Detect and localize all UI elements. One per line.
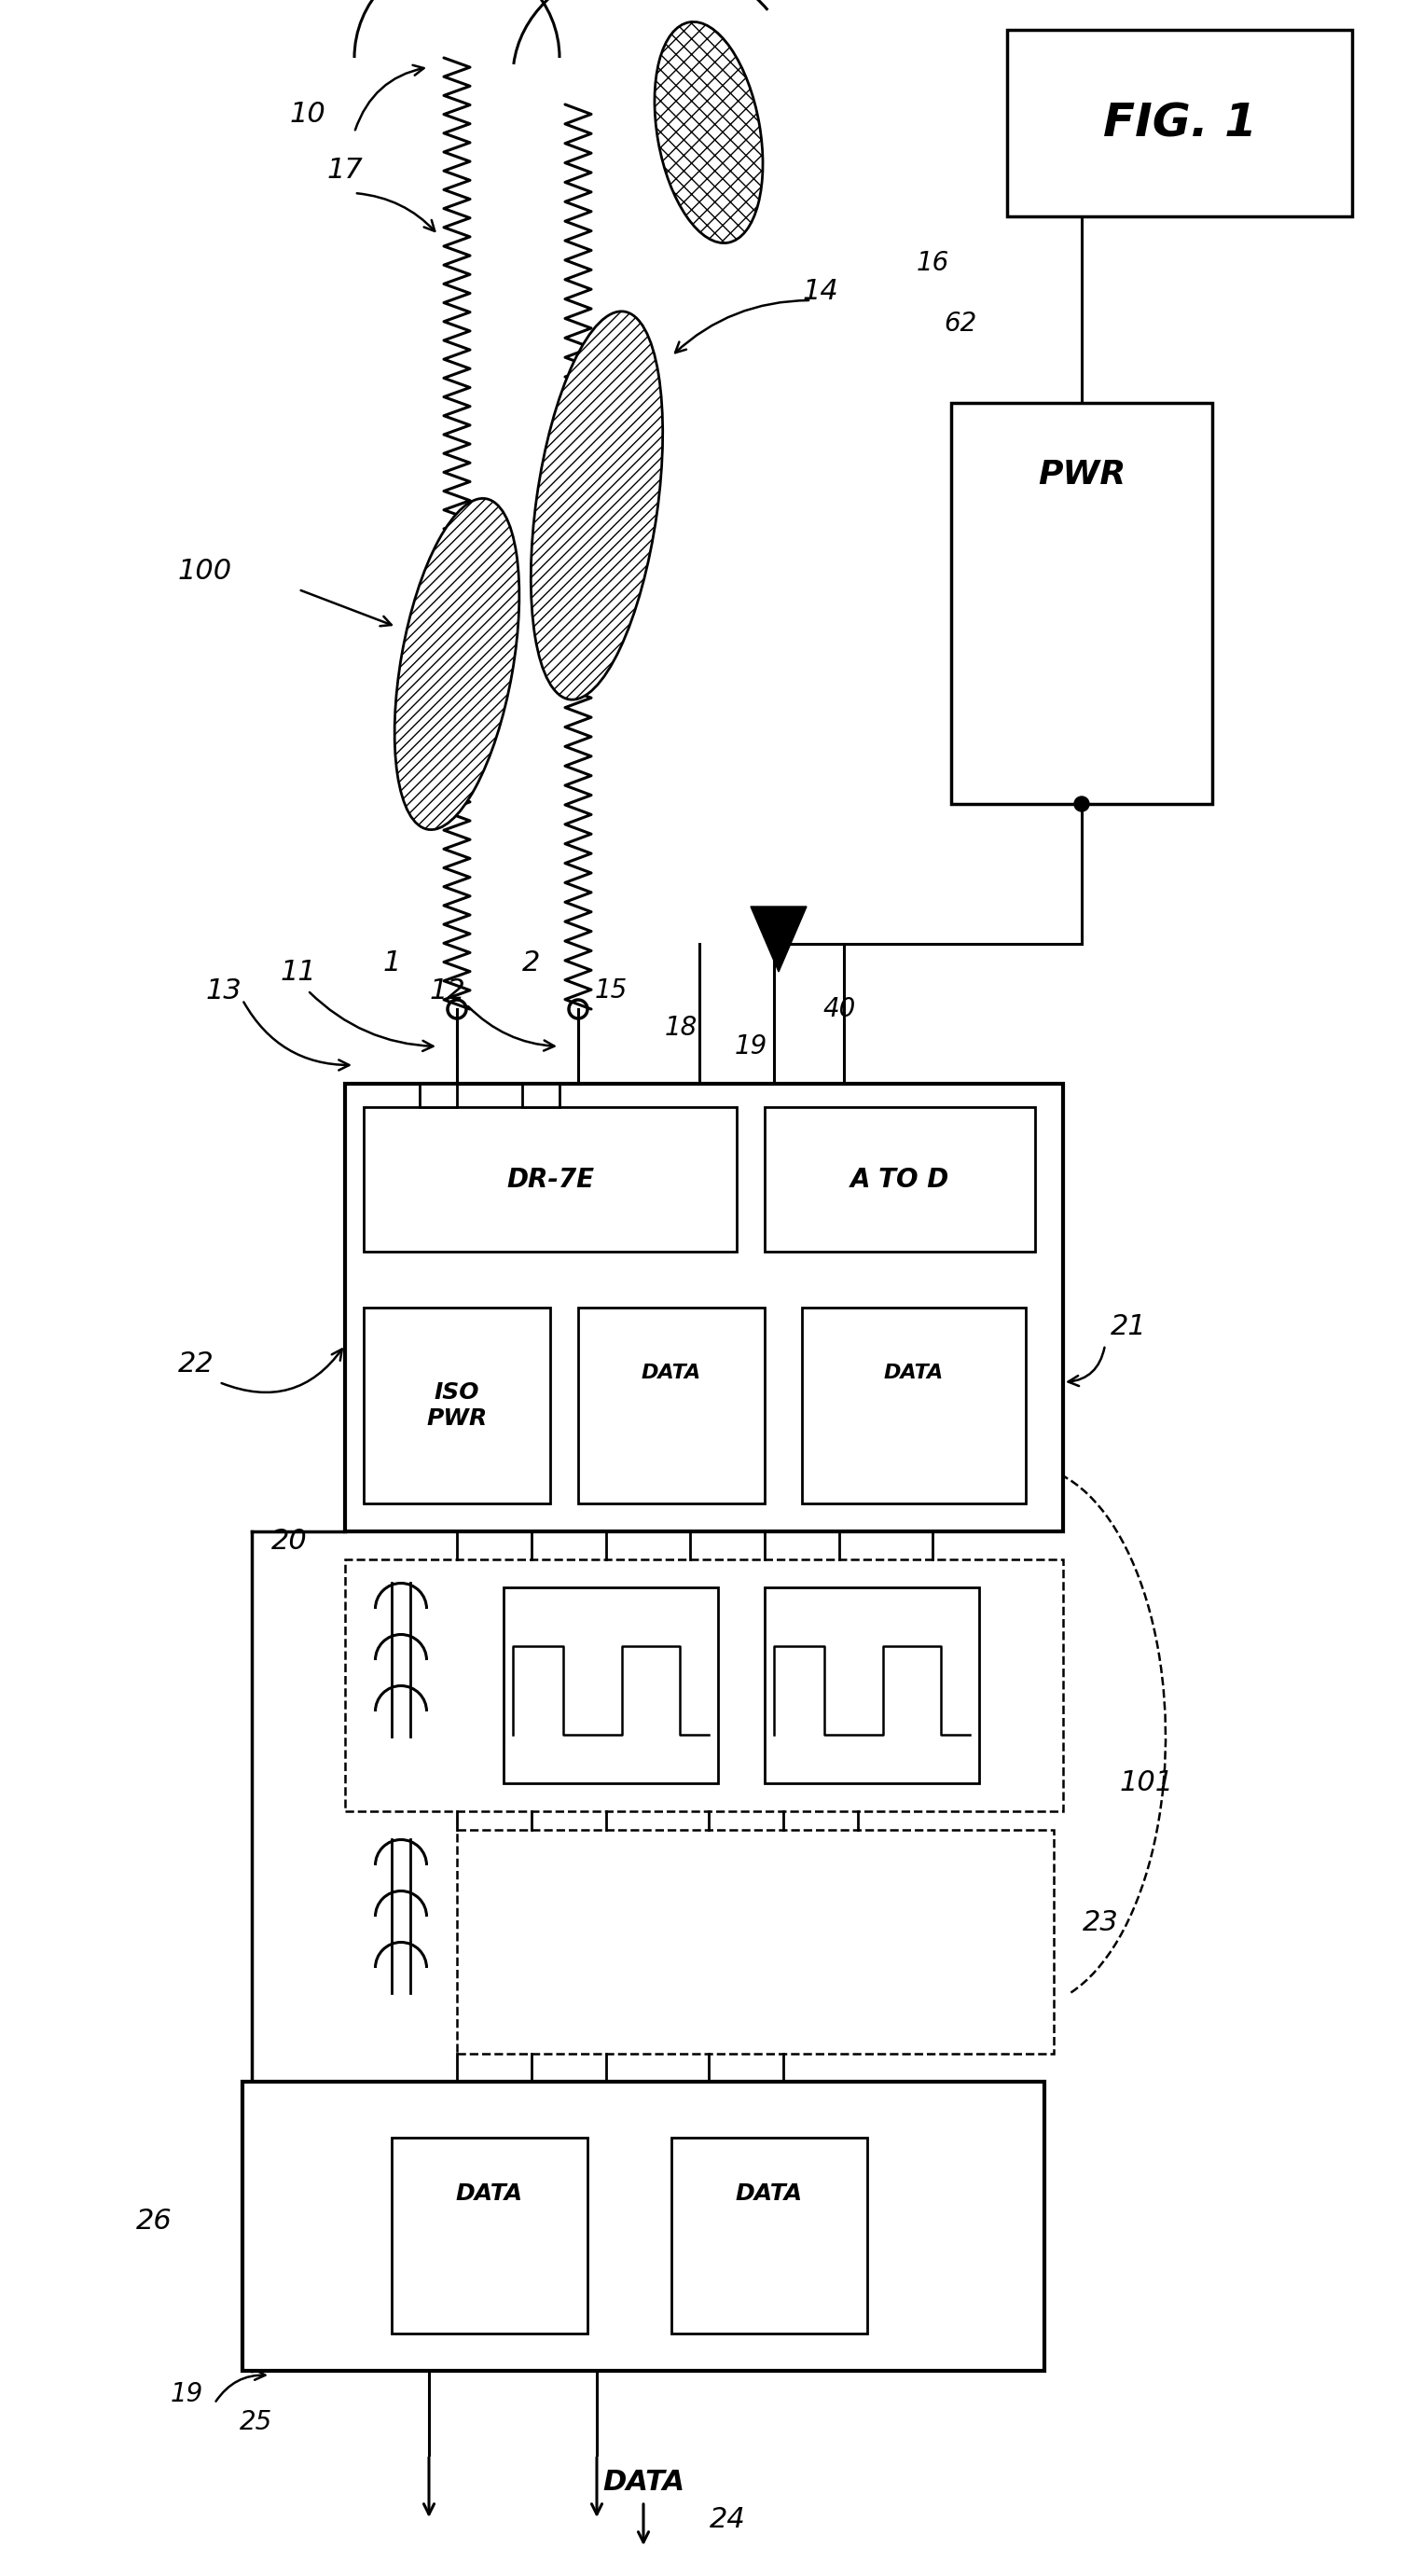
Text: DATA: DATA xyxy=(457,2182,523,2205)
Text: DATA: DATA xyxy=(883,1363,944,1383)
Text: 24: 24 xyxy=(709,2506,745,2535)
Text: 16: 16 xyxy=(916,250,948,276)
Bar xyxy=(523,1084,559,1108)
Polygon shape xyxy=(751,907,806,971)
Bar xyxy=(765,1587,979,1783)
Bar xyxy=(672,2138,867,2334)
Text: 26: 26 xyxy=(135,2208,172,2236)
Bar xyxy=(1007,31,1353,216)
Text: DATA: DATA xyxy=(641,1363,702,1383)
Text: 18: 18 xyxy=(664,1015,697,1041)
Text: A TO D: A TO D xyxy=(850,1167,950,1193)
Text: 23: 23 xyxy=(1082,1909,1119,1937)
Bar xyxy=(503,1587,719,1783)
Bar xyxy=(242,2081,1044,2370)
Text: 21: 21 xyxy=(1110,1314,1147,1340)
Text: PWR: PWR xyxy=(1038,459,1126,492)
Text: 11: 11 xyxy=(280,958,317,987)
Text: 2: 2 xyxy=(523,948,541,976)
Bar xyxy=(765,1108,1036,1252)
Ellipse shape xyxy=(395,497,520,829)
Ellipse shape xyxy=(531,312,662,701)
Text: 40: 40 xyxy=(823,997,855,1023)
Bar xyxy=(345,1084,1062,1530)
Bar xyxy=(578,1309,765,1504)
Bar xyxy=(392,2138,588,2334)
Text: ISO
PWR: ISO PWR xyxy=(427,1381,488,1430)
Ellipse shape xyxy=(655,21,762,242)
Text: 101: 101 xyxy=(1120,1770,1174,1798)
Text: 19: 19 xyxy=(734,1033,766,1059)
Text: FIG. 1: FIG. 1 xyxy=(1103,100,1257,144)
Text: 13: 13 xyxy=(206,976,242,1005)
Text: DR-7E: DR-7E xyxy=(506,1167,595,1193)
Text: 62: 62 xyxy=(944,312,976,337)
Bar xyxy=(364,1108,737,1252)
Text: 20: 20 xyxy=(271,1528,307,1553)
Bar xyxy=(951,402,1212,804)
Bar xyxy=(420,1084,457,1108)
Bar xyxy=(364,1309,550,1504)
Text: 1: 1 xyxy=(383,948,400,976)
Text: 15: 15 xyxy=(595,976,627,1005)
Text: 25: 25 xyxy=(240,2409,273,2434)
Text: 19: 19 xyxy=(170,2380,203,2406)
Bar xyxy=(345,1558,1062,1811)
Bar xyxy=(802,1309,1026,1504)
Text: 14: 14 xyxy=(803,278,838,304)
Text: 10: 10 xyxy=(290,100,325,126)
Text: 22: 22 xyxy=(178,1350,214,1378)
Circle shape xyxy=(1074,796,1089,811)
Text: DATA: DATA xyxy=(602,2470,685,2496)
Text: DATA: DATA xyxy=(735,2182,803,2205)
Text: 12: 12 xyxy=(430,976,465,1005)
Text: 17: 17 xyxy=(327,157,364,183)
Bar xyxy=(457,1829,1054,2053)
Text: 100: 100 xyxy=(178,556,232,585)
